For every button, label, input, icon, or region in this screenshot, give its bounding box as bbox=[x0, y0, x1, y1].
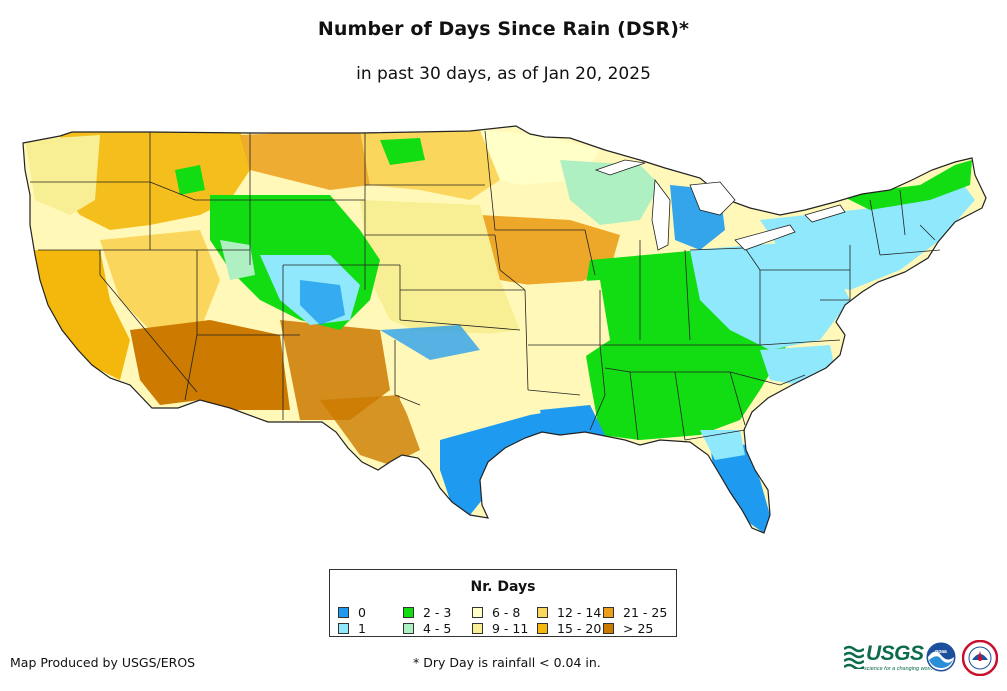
legend-swatch bbox=[403, 606, 414, 618]
map-subtitle: in past 30 days, as of Jan 20, 2025 bbox=[356, 64, 651, 84]
legend-item-1: 1 bbox=[338, 620, 366, 636]
legend-swatch bbox=[603, 606, 614, 618]
legend-item-3: 4 - 5 bbox=[403, 620, 452, 636]
nws-logo-icon bbox=[962, 640, 998, 676]
legend-title: Nr. Days bbox=[470, 579, 536, 595]
us-map-svg bbox=[22, 125, 987, 534]
svg-text:noaa: noaa bbox=[935, 649, 947, 655]
legend-label: > 25 bbox=[623, 620, 654, 636]
legend-swatch bbox=[603, 622, 614, 634]
legend-label: 0 bbox=[358, 604, 366, 620]
legend-label: 9 - 11 bbox=[492, 620, 529, 636]
usgs-wordmark: USGS bbox=[866, 642, 924, 665]
legend-swatch bbox=[537, 606, 548, 618]
legend-label: 2 - 3 bbox=[423, 604, 452, 620]
noaa-logo-icon: noaa bbox=[925, 641, 957, 673]
map-credit: Map Produced by USGS/EROS bbox=[10, 655, 196, 670]
map-title: Number of Days Since Rain (DSR)* bbox=[317, 18, 690, 40]
great-lakes bbox=[594, 159, 846, 251]
legend-item-9: > 25 bbox=[603, 620, 654, 636]
legend-item-0: 0 bbox=[338, 604, 366, 620]
legend-item-8: 21 - 25 bbox=[603, 604, 668, 620]
dry-day-footnote: * Dry Day is rainfall < 0.04 in. bbox=[413, 655, 601, 670]
legend-swatch bbox=[537, 622, 548, 634]
legend-item-2: 2 - 3 bbox=[403, 604, 452, 620]
legend-label: 4 - 5 bbox=[423, 620, 452, 636]
usgs-tagline: science for a changing world bbox=[864, 666, 934, 672]
legend-label: 6 - 8 bbox=[492, 604, 521, 620]
legend-swatch bbox=[338, 622, 349, 634]
legend-item-4: 6 - 8 bbox=[472, 604, 521, 620]
legend-label: 15 - 20 bbox=[557, 620, 602, 636]
legend-item-6: 12 - 14 bbox=[537, 604, 602, 620]
legend-item-5: 9 - 11 bbox=[472, 620, 529, 636]
legend: Nr. Days 0 1 2 - 3 4 - 5 6 - 8 9 - 11 12… bbox=[329, 569, 677, 637]
us-map bbox=[22, 125, 987, 534]
legend-item-7: 15 - 20 bbox=[537, 620, 602, 636]
legend-swatch bbox=[403, 622, 414, 634]
legend-label: 12 - 14 bbox=[557, 604, 602, 620]
state-boundaries bbox=[30, 130, 941, 441]
legend-swatch bbox=[338, 606, 349, 618]
legend-label: 21 - 25 bbox=[623, 604, 668, 620]
legend-swatch bbox=[472, 606, 483, 618]
usgs-wave-icon bbox=[844, 645, 864, 669]
legend-swatch bbox=[472, 622, 483, 634]
usgs-logo: USGS science for a changing world bbox=[844, 641, 934, 675]
legend-label: 1 bbox=[358, 620, 366, 636]
